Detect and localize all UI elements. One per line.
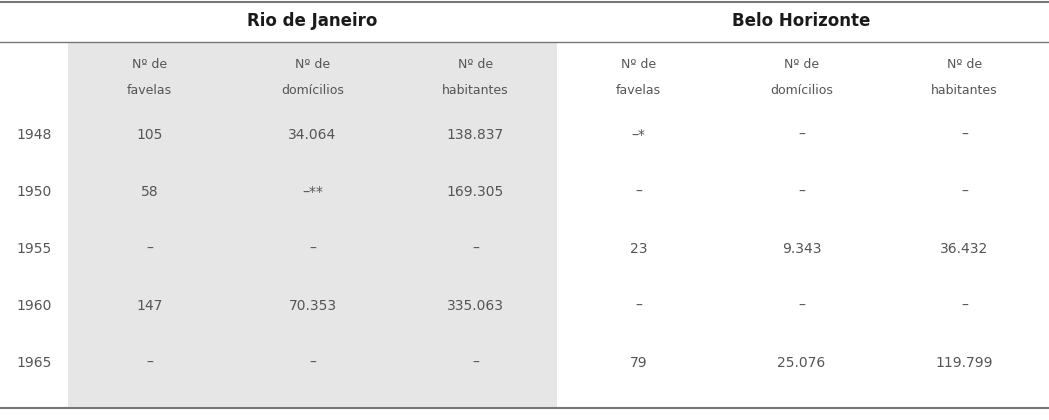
Text: –: – xyxy=(309,356,316,370)
Text: habitantes: habitantes xyxy=(443,84,509,97)
Text: 138.837: 138.837 xyxy=(447,128,505,142)
Text: 119.799: 119.799 xyxy=(936,356,993,370)
Bar xyxy=(68,42,557,408)
Text: –: – xyxy=(798,299,805,313)
Text: –: – xyxy=(798,128,805,142)
Text: –: – xyxy=(472,242,479,256)
Text: Nº de: Nº de xyxy=(458,58,493,71)
Text: Nº de: Nº de xyxy=(947,58,982,71)
Text: 9.343: 9.343 xyxy=(782,242,821,256)
Text: –: – xyxy=(146,356,153,370)
Text: Nº de: Nº de xyxy=(784,58,819,71)
Text: 34.064: 34.064 xyxy=(288,128,337,142)
Text: –: – xyxy=(961,185,968,199)
Text: 1955: 1955 xyxy=(17,242,51,256)
Text: 23: 23 xyxy=(629,242,647,256)
Text: favelas: favelas xyxy=(616,84,661,97)
Text: favelas: favelas xyxy=(127,84,172,97)
Text: Rio de Janeiro: Rio de Janeiro xyxy=(248,12,378,30)
Text: 36.432: 36.432 xyxy=(940,242,988,256)
Text: Belo Horizonte: Belo Horizonte xyxy=(732,12,871,30)
Text: 169.305: 169.305 xyxy=(447,185,505,199)
Text: 1948: 1948 xyxy=(17,128,51,142)
Text: –: – xyxy=(961,299,968,313)
Text: 147: 147 xyxy=(136,299,163,313)
Text: 1960: 1960 xyxy=(17,299,51,313)
Text: –*: –* xyxy=(631,128,645,142)
Text: –**: –** xyxy=(302,185,323,199)
Text: domícilios: domícilios xyxy=(281,84,344,97)
Text: Nº de: Nº de xyxy=(621,58,656,71)
Text: –: – xyxy=(635,299,642,313)
Text: 25.076: 25.076 xyxy=(777,356,826,370)
Text: 58: 58 xyxy=(141,185,158,199)
Text: 70.353: 70.353 xyxy=(288,299,337,313)
Text: –: – xyxy=(472,356,479,370)
Text: domícilios: domícilios xyxy=(770,84,833,97)
Text: –: – xyxy=(146,242,153,256)
Text: habitantes: habitantes xyxy=(932,84,998,97)
Text: 335.063: 335.063 xyxy=(447,299,504,313)
Text: –: – xyxy=(961,128,968,142)
Text: 1965: 1965 xyxy=(17,356,51,370)
Text: Nº de: Nº de xyxy=(295,58,330,71)
Text: –: – xyxy=(309,242,316,256)
Text: Nº de: Nº de xyxy=(132,58,167,71)
Text: 1950: 1950 xyxy=(17,185,51,199)
Text: –: – xyxy=(635,185,642,199)
Text: –: – xyxy=(798,185,805,199)
Text: 105: 105 xyxy=(136,128,163,142)
Text: 79: 79 xyxy=(629,356,647,370)
